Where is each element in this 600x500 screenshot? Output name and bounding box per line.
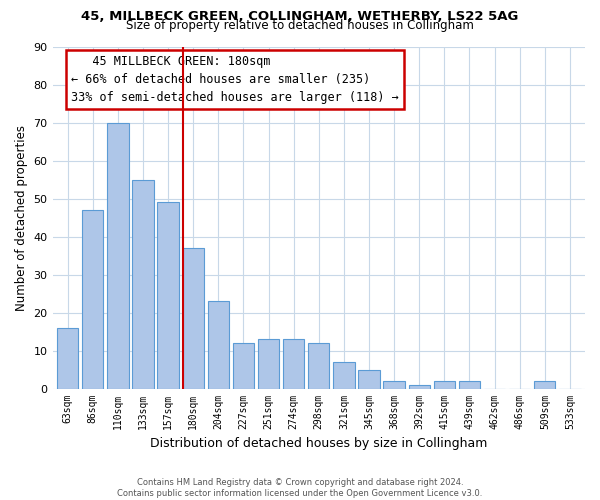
- X-axis label: Distribution of detached houses by size in Collingham: Distribution of detached houses by size …: [150, 437, 487, 450]
- Bar: [459, 381, 480, 388]
- Bar: [534, 381, 556, 388]
- Bar: [107, 122, 128, 388]
- Y-axis label: Number of detached properties: Number of detached properties: [15, 124, 28, 310]
- Bar: [258, 339, 279, 388]
- Bar: [434, 381, 455, 388]
- Bar: [233, 343, 254, 388]
- Bar: [82, 210, 103, 388]
- Bar: [383, 381, 405, 388]
- Text: Contains HM Land Registry data © Crown copyright and database right 2024.
Contai: Contains HM Land Registry data © Crown c…: [118, 478, 482, 498]
- Text: Size of property relative to detached houses in Collingham: Size of property relative to detached ho…: [126, 19, 474, 32]
- Bar: [409, 385, 430, 388]
- Bar: [333, 362, 355, 388]
- Text: 45 MILLBECK GREEN: 180sqm
← 66% of detached houses are smaller (235)
33% of semi: 45 MILLBECK GREEN: 180sqm ← 66% of detac…: [71, 55, 399, 104]
- Text: 45, MILLBECK GREEN, COLLINGHAM, WETHERBY, LS22 5AG: 45, MILLBECK GREEN, COLLINGHAM, WETHERBY…: [82, 10, 518, 23]
- Bar: [157, 202, 179, 388]
- Bar: [358, 370, 380, 388]
- Bar: [308, 343, 329, 388]
- Bar: [182, 248, 204, 388]
- Bar: [283, 339, 304, 388]
- Bar: [132, 180, 154, 388]
- Bar: [208, 301, 229, 388]
- Bar: [57, 328, 78, 388]
